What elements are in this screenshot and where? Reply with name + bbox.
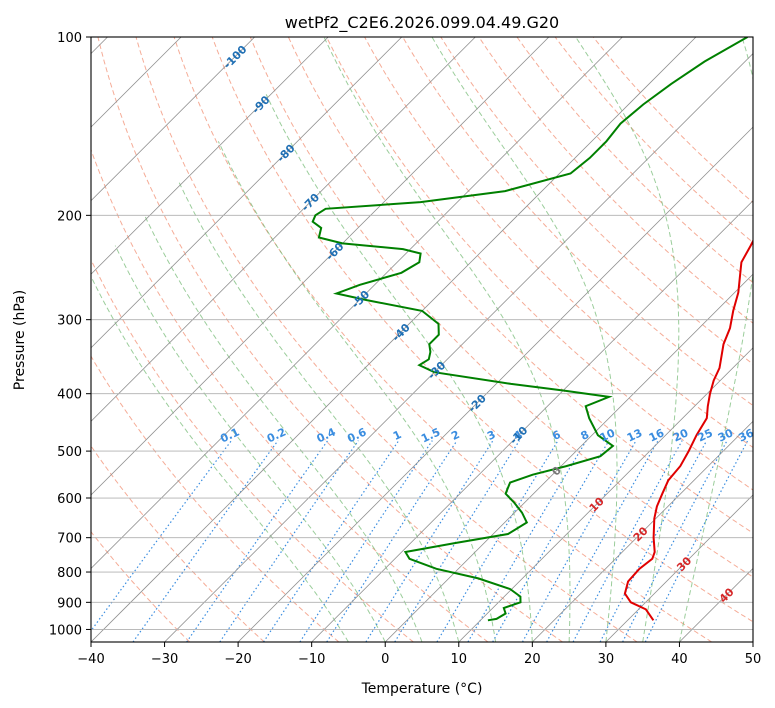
isotherm-line (91, 37, 623, 570)
mixing-ratio-line (91, 440, 232, 632)
mixing-ratio-label: 20 (671, 426, 691, 444)
mixing-ratio-label: 10 (598, 426, 618, 444)
moist-adiabat (575, 37, 680, 642)
temperature-profile-line (623, 238, 753, 621)
mixing-ratio-line (572, 440, 683, 642)
isotherm-line (91, 37, 403, 349)
mixing-ratio-label: 13 (625, 426, 644, 444)
y-tick-label: 800 (57, 566, 82, 581)
x-tick-label: 50 (745, 652, 762, 667)
isotherm-line (311, 200, 753, 642)
x-axis-label: Temperature (°C) (361, 681, 483, 697)
y-tick-label: 700 (57, 532, 82, 547)
y-tick-label: 500 (57, 445, 82, 460)
y-tick-label: 100 (57, 31, 82, 46)
isotherm-line (91, 37, 329, 275)
data-lines (311, 37, 753, 622)
mixing-ratio-line (365, 440, 494, 642)
dewpoint-profile-line (311, 37, 748, 622)
isotherm-line (458, 347, 753, 642)
moist-adiabat (265, 94, 533, 642)
moist-adiabat (144, 215, 423, 642)
mixing-ratio-line (467, 440, 587, 642)
dry-adiabat (516, 37, 753, 284)
mixing-ratio-line (326, 440, 458, 642)
mixing-ratio-label: 30 (716, 426, 736, 444)
moist-adiabat (177, 180, 460, 642)
dry-adiabat (91, 148, 489, 642)
isotherm-line (164, 52, 753, 642)
mixing-ratio-label: 36 (737, 426, 757, 444)
isotherm-line (237, 126, 753, 642)
isotherm-line (532, 420, 753, 642)
moist-adiabat (323, 37, 571, 642)
x-tick-label: −20 (224, 652, 251, 667)
mixing-ratio-line (546, 440, 659, 642)
mixing-ratio-line (644, 440, 749, 642)
isotherm-line (91, 37, 476, 422)
x-tick-label: −10 (298, 652, 325, 667)
y-tick-label: 200 (57, 209, 82, 224)
x-tick-label: −30 (151, 652, 178, 667)
mixing-ratio-line (132, 440, 279, 642)
mixing-ratio-label: 16 (647, 426, 667, 444)
background-lines (91, 37, 753, 642)
mixing-ratio-line (299, 440, 433, 642)
dry-adiabat (97, 37, 563, 642)
isotherm-line (605, 494, 753, 642)
isotherm-line (91, 37, 697, 642)
dry-adiabat (326, 37, 753, 491)
dry-adiabat (135, 37, 638, 642)
mixing-ratio-line (436, 440, 559, 642)
y-tick-label: 900 (57, 596, 82, 611)
mixing-ratio-line (219, 440, 359, 642)
x-tick-label: 20 (524, 652, 541, 667)
y-tick-label: 400 (57, 388, 82, 403)
moist-adiabat (431, 37, 618, 642)
mixing-ratio-line (263, 440, 400, 642)
dry-adiabat (91, 445, 265, 642)
x-tick-label: 0 (381, 652, 389, 667)
x-tick-label: 40 (671, 652, 688, 667)
mixing-ratio-label: 25 (696, 426, 715, 444)
dry-adiabat (249, 37, 753, 578)
y-axis-label: Pressure (hPa) (12, 290, 28, 390)
dry-adiabat (91, 355, 340, 642)
plot-frame (90, 36, 754, 643)
dry-adiabat (478, 37, 753, 324)
chart-title: wetPf2_C2E6.2026.099.04.49.G20 (285, 13, 559, 33)
isotherm-line (91, 37, 550, 496)
mixing-ratio-line (521, 440, 637, 642)
dry-adiabat (402, 37, 753, 407)
isotherm-line (91, 37, 255, 202)
moist-adiabat (114, 245, 386, 642)
moist-adiabat (678, 37, 753, 642)
x-tick-label: 10 (451, 652, 468, 667)
moist-adiabat (91, 275, 349, 642)
x-tick-label: 30 (598, 652, 615, 667)
y-tick-label: 600 (57, 492, 82, 507)
x-tick-label: −40 (77, 652, 104, 667)
isotherm-line (384, 273, 753, 642)
dry-adiabat (91, 531, 191, 642)
dry-adiabat (173, 37, 713, 642)
y-tick-label: 1000 (49, 623, 82, 638)
axis-ticks: −40 −30 −20 −10 0 10 20 30 40 50 100 200 300 400 500 60… (49, 31, 761, 667)
mixing-ratio-line (186, 440, 329, 642)
y-tick-label: 300 (57, 314, 82, 329)
dry-adiabat (211, 37, 753, 623)
